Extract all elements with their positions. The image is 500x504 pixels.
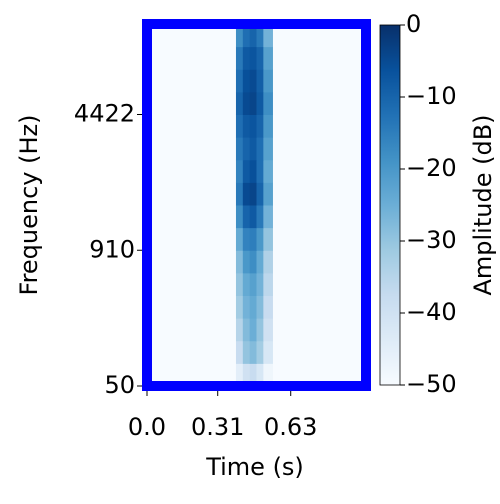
- y-axis-label: Frequency (Hz): [15, 115, 43, 296]
- heatmap-cell: [242, 69, 251, 93]
- heatmap-cell: [242, 91, 251, 115]
- heatmap-cell: [263, 272, 273, 296]
- heatmap-cell: [256, 69, 264, 93]
- heatmap-cell: [242, 295, 251, 319]
- heatmap-cell: [249, 69, 257, 93]
- y-tick-label: 4422: [74, 100, 135, 128]
- colorbar: [379, 24, 401, 386]
- heatmap-cell: [235, 340, 244, 364]
- heatmap-cell: [256, 227, 264, 251]
- heatmap-cell: [263, 295, 273, 319]
- heatmap-cell: [263, 205, 273, 229]
- heatmap-cell: [256, 250, 264, 274]
- colorbar-label: Amplitude (dB): [469, 114, 497, 295]
- heatmap-cell: [249, 272, 257, 296]
- heatmap-cell: [235, 114, 244, 138]
- heatmap-cell: [256, 137, 264, 161]
- heatmap-cell: [249, 295, 257, 319]
- colorbar-tick-label: −40: [406, 298, 457, 326]
- heatmap-cell: [235, 137, 244, 161]
- heatmap-cell: [249, 46, 257, 70]
- heatmap-cell: [263, 137, 273, 161]
- heatmap-cell: [242, 24, 251, 48]
- heatmap-cell: [263, 114, 273, 138]
- heatmap-cell: [235, 205, 244, 229]
- heatmap-cell: [249, 24, 257, 48]
- heatmap-cell: [249, 318, 257, 342]
- heatmap-cell: [256, 114, 264, 138]
- heatmap-cell: [235, 295, 244, 319]
- x-axis-label: Time (s): [205, 453, 304, 481]
- x-tick-label: 0.31: [191, 413, 244, 441]
- heatmap-cell: [235, 363, 244, 387]
- heatmap-cell: [235, 69, 244, 93]
- heatmap-cell: [249, 182, 257, 206]
- heatmap-cell: [249, 227, 257, 251]
- heatmap-cell: [249, 250, 257, 274]
- heatmap-cell: [242, 272, 251, 296]
- heatmap-cell: [235, 91, 244, 115]
- heatmap-cell: [256, 363, 264, 387]
- heatmap-cell: [263, 69, 273, 93]
- heatmap-cell: [235, 250, 244, 274]
- heatmap-cell: [249, 340, 257, 364]
- heatmap-cell: [263, 46, 273, 70]
- heatmap-cell: [256, 318, 264, 342]
- heatmap-cell: [256, 340, 264, 364]
- colorbar-tick-label: −10: [406, 82, 457, 110]
- heatmap-cell: [249, 363, 257, 387]
- x-tick-label: 0.63: [264, 413, 317, 441]
- heatmap-cell: [242, 182, 251, 206]
- heatmap-cell: [242, 137, 251, 161]
- heatmap-cell: [235, 272, 244, 296]
- colorbar-tick-label: −20: [406, 154, 457, 182]
- heatmap-cell: [256, 159, 264, 183]
- heatmap-cell: [263, 363, 273, 387]
- colorbar-tick-label: −30: [406, 226, 457, 254]
- heatmap-cell: [235, 318, 244, 342]
- x-tick-label: 0.0: [128, 413, 166, 441]
- y-tick-label: 910: [89, 235, 135, 263]
- colorbar-tick-label: 0: [406, 10, 421, 38]
- heatmap-cell: [256, 91, 264, 115]
- heatmap-cell: [249, 137, 257, 161]
- heatmap-cell: [249, 205, 257, 229]
- heatmap-cell: [263, 340, 273, 364]
- plot-frame: [142, 19, 371, 391]
- heatmap-cell: [242, 250, 251, 274]
- heatmap-cell: [263, 159, 273, 183]
- heatmap-cell: [256, 272, 264, 296]
- heatmap-cell: [242, 318, 251, 342]
- y-tick-label: 50: [104, 371, 135, 399]
- heatmap-cell: [249, 114, 257, 138]
- heatmap-cell: [235, 46, 244, 70]
- heatmap-cell: [263, 318, 273, 342]
- heatmap-cell: [256, 295, 264, 319]
- heatmap-cell: [242, 114, 251, 138]
- heatmap-cell: [249, 91, 257, 115]
- heatmap-cell: [256, 205, 264, 229]
- heatmap-cell: [242, 205, 251, 229]
- heatmap-cell: [235, 182, 244, 206]
- heatmap-cell: [242, 227, 251, 251]
- heatmap-cell: [263, 91, 273, 115]
- heatmap-cell: [263, 250, 273, 274]
- colorbar-tick-label: −50: [406, 370, 457, 398]
- heatmap-cell: [263, 182, 273, 206]
- heatmap-cell: [235, 24, 244, 48]
- heatmap-cell: [235, 159, 244, 183]
- heatmap-cell: [235, 227, 244, 251]
- heatmap-cell: [256, 182, 264, 206]
- heatmap-cell: [263, 24, 273, 48]
- heatmap-cell: [263, 227, 273, 251]
- heatmap-cell: [242, 363, 251, 387]
- heatmap-cell: [256, 46, 264, 70]
- heatmap-cell: [242, 340, 251, 364]
- heatmap-cell: [249, 159, 257, 183]
- heatmap-cell: [242, 159, 251, 183]
- heatmap-cell: [256, 24, 264, 48]
- heatmap-cell: [242, 46, 251, 70]
